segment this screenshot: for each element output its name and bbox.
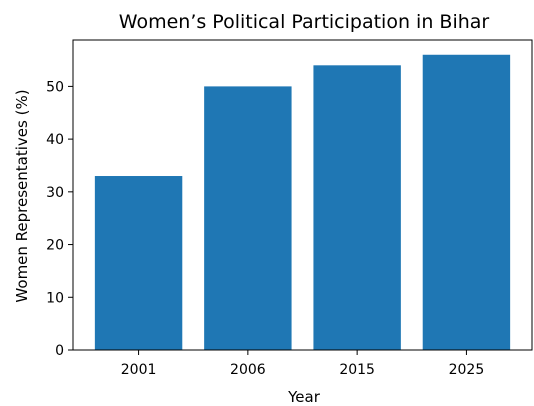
y-tick-label: 30 [46, 185, 64, 201]
bar-2025 [422, 54, 511, 350]
y-axis-ticks: 0 10 20 30 40 50 [46, 79, 73, 359]
bar-2001 [94, 176, 183, 350]
plot-frame [72, 39, 533, 351]
y-tick-label: 40 [46, 132, 64, 148]
x-axis-ticks: 2001 2006 2015 2025 [121, 350, 484, 378]
x-tick-label: 2006 [230, 362, 266, 378]
x-tick-label: 2025 [449, 362, 485, 378]
y-tick-label: 20 [46, 238, 64, 254]
y-tick-label: 10 [46, 290, 64, 306]
y-tick-label: 50 [46, 79, 64, 95]
bars-group [94, 54, 511, 350]
x-tick-label: 2015 [339, 362, 375, 378]
y-axis-label: Women Representatives (%) [13, 89, 31, 302]
bar-2015 [313, 65, 401, 350]
bar-2006 [204, 86, 292, 350]
x-axis-label: Year [287, 388, 321, 406]
chart-title: Women’s Political Participation in Bihar [119, 11, 490, 33]
x-tick-label: 2001 [121, 362, 157, 378]
y-tick-label: 0 [55, 343, 64, 359]
